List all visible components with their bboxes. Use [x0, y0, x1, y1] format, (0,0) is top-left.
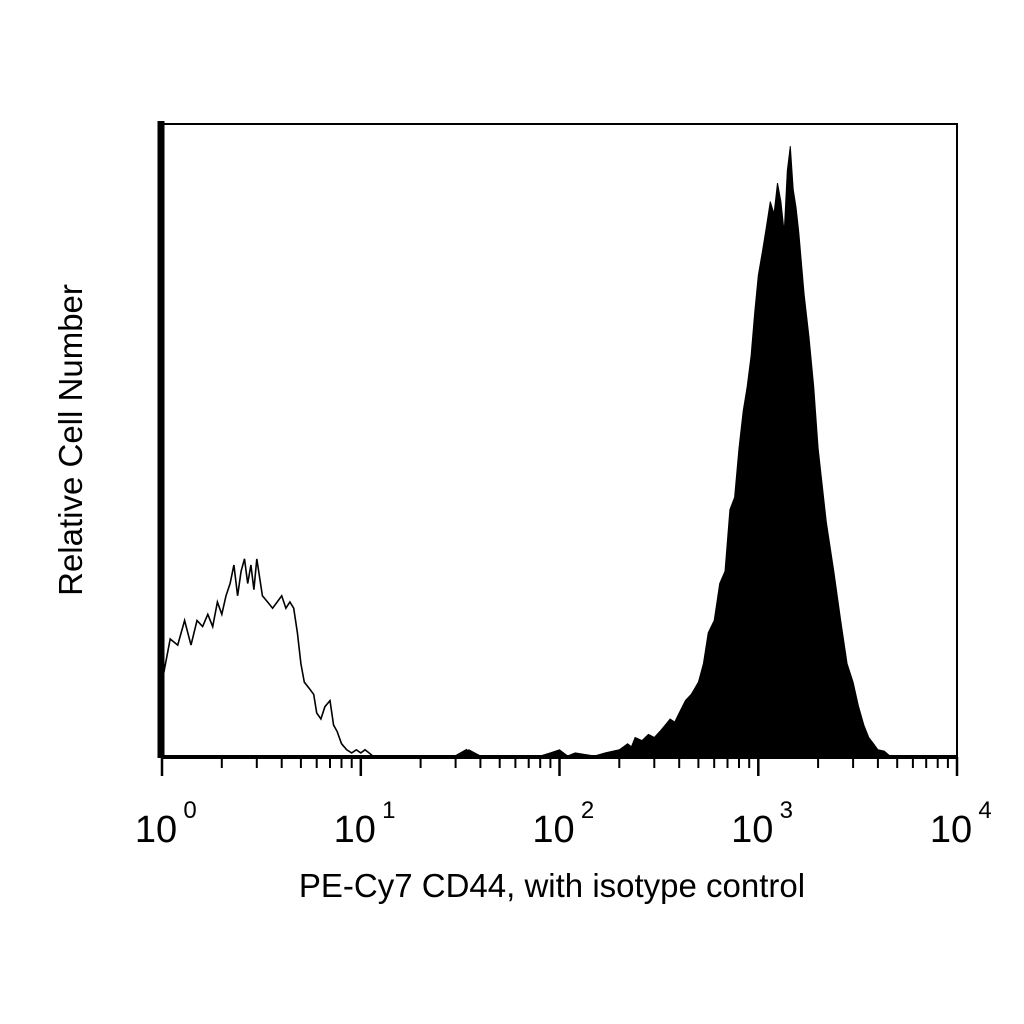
y-axis-label: Relative Cell Number [52, 284, 89, 596]
x-tick-label-base: 10 [334, 809, 376, 851]
x-tick-label: 10 3 [731, 797, 793, 851]
series-layer [161, 146, 913, 757]
histogram-outline-series [161, 558, 541, 757]
x-tick-label-base: 10 [930, 809, 972, 851]
x-tick-label: 10 0 [135, 797, 197, 851]
x-tick-label: 10 4 [930, 797, 992, 851]
x-axis-ticks [160, 757, 959, 776]
x-tick-label-exponent: 1 [382, 797, 395, 824]
x-axis-tick-labels: 10 0 10 1 10 2 10 3 10 4 [135, 797, 992, 851]
x-tick-label-base: 10 [135, 809, 177, 851]
x-tick-label: 10 1 [334, 797, 396, 851]
x-tick-label-base: 10 [731, 809, 773, 851]
x-tick-label-base: 10 [532, 809, 574, 851]
x-tick-label-exponent: 3 [780, 797, 793, 824]
x-tick-label-exponent: 2 [581, 797, 594, 824]
x-tick-label: 10 2 [532, 797, 594, 851]
histogram-filled-series [455, 146, 913, 757]
x-tick-label-exponent: 4 [978, 797, 991, 824]
x-tick-label-exponent: 0 [183, 797, 196, 824]
x-axis-label: PE-Cy7 CD44, with isotype control [299, 867, 805, 904]
